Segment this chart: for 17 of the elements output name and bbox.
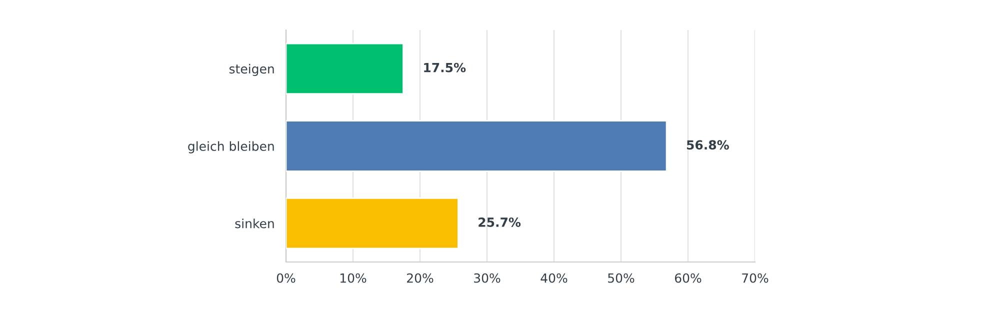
x-tick-label: 50%: [608, 273, 634, 283]
x-tick-label: 70%: [742, 273, 768, 283]
data-label: 25.7%: [478, 218, 521, 227]
data-label: 56.8%: [686, 140, 729, 150]
x-tick-label: 60%: [674, 273, 702, 283]
bar: [286, 198, 459, 250]
bar: [286, 42, 404, 94]
bar: [286, 120, 668, 172]
x-tick-label: 20%: [407, 273, 434, 283]
x-tick-label: 10%: [340, 273, 366, 283]
x-tick-label: 30%: [474, 273, 500, 283]
y-tick-label: steigen: [229, 64, 274, 76]
y-tick-label: gleich bleiben: [188, 141, 274, 154]
x-tick-label: 40%: [540, 273, 568, 283]
x-tick-label: 0%: [276, 273, 296, 283]
y-tick-label: sinken: [235, 218, 274, 228]
data-label: 17.5%: [424, 62, 466, 72]
